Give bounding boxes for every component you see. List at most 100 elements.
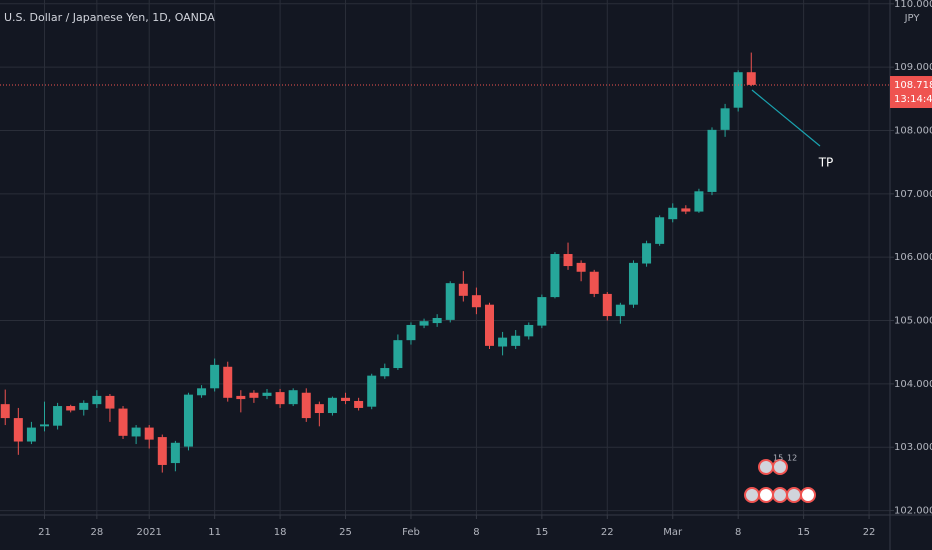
candle-body bbox=[131, 427, 141, 437]
candle-body bbox=[668, 207, 678, 220]
x-tick-label: 15 bbox=[535, 527, 548, 538]
y-tick-label: 102.000 bbox=[894, 506, 932, 517]
candle-body bbox=[301, 392, 311, 419]
candle-body bbox=[66, 406, 76, 411]
candle-body bbox=[471, 295, 481, 308]
y-tick-label: 108.000 bbox=[894, 125, 932, 136]
candle-body bbox=[485, 304, 494, 346]
candle-body bbox=[288, 390, 298, 405]
candle-body bbox=[262, 392, 272, 396]
candle-body bbox=[236, 395, 246, 400]
last-price-label: 108.718 bbox=[894, 80, 932, 91]
candle-body bbox=[589, 271, 599, 294]
candle-body bbox=[419, 321, 429, 326]
candle-body bbox=[720, 108, 730, 130]
candle-body bbox=[406, 324, 416, 341]
candle-body bbox=[118, 408, 128, 436]
event-icons: 15 12 bbox=[744, 454, 816, 503]
candle-body bbox=[393, 340, 403, 369]
candles bbox=[0, 52, 756, 473]
candle-body bbox=[157, 437, 167, 465]
event-count: 15 bbox=[773, 454, 783, 463]
x-tick-label: Feb bbox=[402, 527, 420, 538]
candle-body bbox=[655, 217, 665, 244]
y-tick-label: 106.000 bbox=[894, 252, 932, 263]
candle-body bbox=[275, 392, 285, 405]
y-tick-label: 105.000 bbox=[894, 316, 932, 327]
event-icon[interactable] bbox=[800, 487, 816, 503]
y-tick-label: 103.000 bbox=[894, 442, 932, 453]
candle-body bbox=[327, 397, 337, 414]
candle-body bbox=[602, 293, 612, 317]
candle-body bbox=[13, 418, 23, 442]
candle-body bbox=[576, 262, 586, 272]
x-tick-label: 2021 bbox=[136, 527, 161, 538]
annotation: TP bbox=[818, 156, 834, 170]
grid bbox=[0, 0, 890, 515]
candle-body bbox=[341, 397, 351, 401]
candle-body bbox=[53, 406, 63, 426]
x-tick-label: 28 bbox=[90, 527, 103, 538]
candle-body bbox=[170, 442, 180, 464]
x-tick-label: 25 bbox=[339, 527, 352, 538]
event-icon[interactable] bbox=[786, 487, 802, 503]
event-icon[interactable] bbox=[758, 459, 774, 475]
candle-body bbox=[628, 262, 638, 305]
candle-body bbox=[445, 283, 455, 320]
candle-body bbox=[0, 404, 10, 419]
candle-body bbox=[183, 394, 193, 447]
candle-body bbox=[733, 72, 743, 108]
x-tick-label: 8 bbox=[735, 527, 741, 538]
candle-body bbox=[498, 337, 508, 347]
x-tick-label: 15 bbox=[797, 527, 810, 538]
candle-body bbox=[26, 427, 36, 442]
event-icon[interactable] bbox=[744, 487, 760, 503]
event-icon[interactable] bbox=[772, 459, 788, 475]
y-tick-label: 107.000 bbox=[894, 189, 932, 200]
candle-body bbox=[380, 368, 390, 377]
candle-body bbox=[615, 304, 625, 317]
x-tick-label: 11 bbox=[208, 527, 221, 538]
currency-label: JPY bbox=[904, 13, 921, 24]
x-tick-label: 8 bbox=[473, 527, 479, 538]
candle-body bbox=[642, 243, 652, 264]
event-icon[interactable] bbox=[772, 487, 788, 503]
candle-body bbox=[144, 427, 154, 440]
x-tick-label: Mar bbox=[663, 527, 683, 538]
candle-body bbox=[524, 324, 534, 337]
candle-body bbox=[563, 254, 573, 267]
candle-body bbox=[681, 208, 691, 212]
candle-body bbox=[314, 404, 324, 414]
candle-body bbox=[197, 388, 207, 396]
candle-body bbox=[223, 366, 233, 398]
y-tick-label: 104.000 bbox=[894, 379, 932, 390]
y-tick-label: 110.000 bbox=[894, 0, 932, 10]
candle-body bbox=[367, 375, 377, 407]
candle-body bbox=[79, 402, 89, 410]
candle-body bbox=[746, 72, 756, 85]
y-tick-label: 109.000 bbox=[894, 62, 932, 73]
candle-body bbox=[249, 392, 259, 398]
chart-title: U.S. Dollar / Japanese Yen, 1D, OANDA bbox=[4, 11, 215, 24]
candle-body bbox=[105, 395, 115, 409]
x-tick-label: 18 bbox=[274, 527, 287, 538]
candle-body bbox=[550, 254, 560, 298]
x-tick-label: 21 bbox=[38, 527, 51, 538]
x-tick-label: 22 bbox=[863, 527, 876, 538]
last-price-box bbox=[890, 76, 932, 109]
event-icon[interactable] bbox=[758, 487, 774, 503]
candle-body bbox=[694, 191, 704, 212]
x-tick-label: 22 bbox=[601, 527, 614, 538]
event-count: 12 bbox=[787, 454, 797, 463]
candle-body bbox=[92, 395, 102, 405]
candle-body bbox=[537, 297, 547, 326]
candle-body bbox=[210, 364, 220, 389]
tp-line bbox=[751, 89, 821, 147]
countdown-label: 13:14:47 bbox=[894, 94, 932, 105]
candle-body bbox=[40, 424, 49, 427]
candle-body bbox=[707, 129, 717, 192]
candle-body bbox=[354, 400, 364, 408]
candle-body bbox=[432, 317, 442, 324]
